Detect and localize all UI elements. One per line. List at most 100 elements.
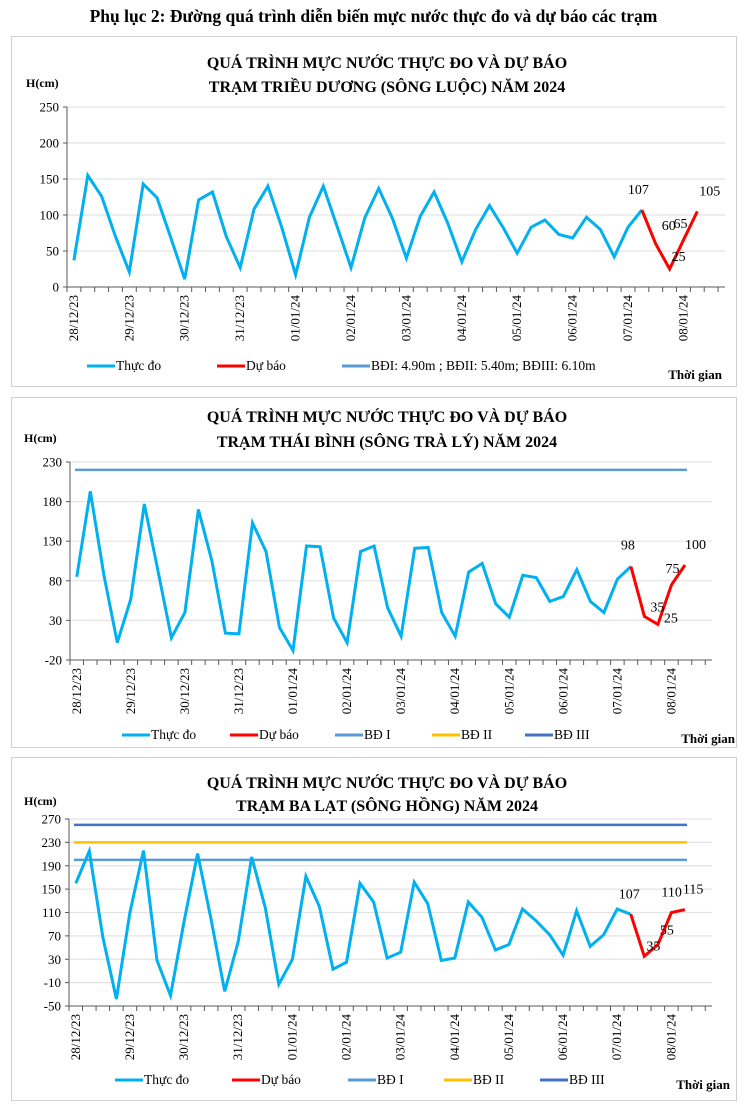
legend-label: BĐI: 4.90m ; BĐII: 5.40m; BĐIII: 6.10m [371,358,596,373]
chart-panel-ba-lat: QUÁ TRÌNH MỰC NƯỚC THỰC ĐO VÀ DỰ BÁO TRẠM… [11,757,737,1101]
y-tick-label: 50 [46,244,59,259]
x-tick-label: 30/12/23 [177,295,192,341]
data-label: 107 [628,183,649,198]
x-tick-label: 04/01/24 [454,295,469,342]
data-label: 35 [646,939,660,954]
y-tick-label: -10 [44,975,61,990]
x-tick-label: 06/01/24 [555,1014,570,1061]
data-label: 25 [664,611,678,626]
data-label: 107 [619,887,640,902]
data-label: 25 [672,250,686,265]
x-axis-title: Thời gian [668,367,723,382]
x-axis-title: Thời gian [681,731,736,746]
data-label: 60 [662,219,676,234]
data-label: 35 [650,600,664,615]
x-tick-label: 02/01/24 [339,1014,354,1061]
x-tick-label: 31/12/23 [231,668,246,714]
data-label: 65 [673,217,687,232]
legend-label: Dự báo [261,1072,301,1087]
y-axis-unit-label: H(cm) [26,76,59,90]
legend-label: Dự báo [246,358,286,373]
x-tick-label: 06/01/24 [555,668,570,715]
chart-svg: QUÁ TRÌNH MỰC NƯỚC THỰC ĐO VÀ DỰ BÁO TRẠM… [24,407,736,746]
chart-title-line: QUÁ TRÌNH MỰC NƯỚC THỰC ĐO VÀ DỰ BÁO [207,53,567,72]
data-label: 115 [683,883,703,898]
x-tick-label: 01/01/24 [288,295,303,342]
y-tick-label: 30 [48,952,61,967]
x-tick-label: 28/12/23 [66,295,81,341]
x-tick-label: 07/01/24 [609,668,624,715]
x-tick-label: 28/12/23 [69,668,84,714]
y-tick-label: 80 [49,573,62,588]
y-tick-label: 250 [40,100,60,115]
y-tick-label: 230 [43,455,63,470]
chart-title-line: TRẠM TRIỀU DƯƠNG (SÔNG LUỘC) NĂM 2024 [209,77,565,96]
legend-label: BĐ II [461,727,493,742]
data-label: 55 [660,924,674,939]
data-label: 110 [661,886,681,901]
y-tick-label: 270 [42,812,62,827]
x-tick-label: 04/01/24 [447,1014,462,1061]
y-tick-label: 0 [53,280,60,295]
x-axis-title: Thời gian [676,1077,731,1092]
x-tick-label: 03/01/24 [393,1014,408,1061]
y-tick-label: 30 [49,613,62,628]
y-tick-label: 110 [42,905,61,920]
x-tick-label: 08/01/24 [663,668,678,715]
data-label: 75 [665,562,679,577]
y-axis-unit-label: H(cm) [24,431,57,445]
data-label: 100 [685,538,706,553]
x-tick-label: 05/01/24 [509,295,524,342]
x-tick-label: 08/01/24 [663,1014,678,1061]
x-tick-label: 03/01/24 [398,295,413,342]
y-tick-label: 150 [40,172,60,187]
x-tick-label: 29/12/23 [123,668,138,714]
x-tick-label: 06/01/24 [565,295,580,342]
x-tick-label: 01/01/24 [285,668,300,715]
x-tick-label: 01/01/24 [284,1014,299,1061]
x-tick-label: 02/01/24 [343,295,358,342]
y-tick-label: 100 [40,208,60,223]
x-tick-label: 30/12/23 [176,1014,191,1060]
chart-svg: QUÁ TRÌNH MỰC NƯỚC THỰC ĐO VÀ DỰ BÁO TRẠM… [26,53,725,382]
x-tick-label: 03/01/24 [393,668,408,715]
chart-panel-thai-binh: QUÁ TRÌNH MỰC NƯỚC THỰC ĐO VÀ DỰ BÁO TRẠM… [11,397,737,748]
page-title: Phụ lục 2: Đường quá trình diễn biến mực… [89,6,658,26]
x-tick-label: 29/12/23 [122,1014,137,1060]
data-label: 98 [621,539,635,554]
x-tick-label: 02/01/24 [339,668,354,715]
x-tick-label: 29/12/23 [121,295,136,341]
legend-label: Thực đo [144,1072,189,1087]
series-line-observed [75,491,632,656]
chart-title-line: QUÁ TRÌNH MỰC NƯỚC THỰC ĐO VÀ DỰ BÁO [207,773,567,792]
chart-title-line: TRẠM BA LẠT (SÔNG HỒNG) NĂM 2024 [236,795,538,815]
y-tick-label: 70 [48,928,61,943]
x-tick-label: 07/01/24 [609,1014,624,1061]
x-tick-label: 31/12/23 [232,295,247,341]
y-tick-label: 190 [42,858,62,873]
legend-label: BĐ I [377,1072,404,1087]
x-tick-label: 08/01/24 [675,295,690,342]
series-line-observed [72,171,644,281]
chart-title-line: QUÁ TRÌNH MỰC NƯỚC THỰC ĐO VÀ DỰ BÁO [207,407,567,426]
y-tick-label: 150 [42,882,62,897]
series-line-observed [74,845,632,1002]
legend-label: BĐ III [554,727,590,742]
x-tick-label: 05/01/24 [501,1014,516,1061]
chart-title-line: TRẠM THÁI BÌNH (SÔNG TRÀ LÝ) NĂM 2024 [217,432,557,451]
x-tick-label: 28/12/23 [68,1014,83,1060]
legend-label: BĐ II [473,1072,505,1087]
y-tick-label: 180 [43,494,63,509]
data-label: 105 [699,184,720,199]
y-axis-unit-label: H(cm) [24,794,57,808]
x-tick-label: 04/01/24 [447,668,462,715]
legend-label: BĐ I [364,727,391,742]
x-tick-label: 30/12/23 [177,668,192,714]
chart-panel-trieu-duong: QUÁ TRÌNH MỰC NƯỚC THỰC ĐO VÀ DỰ BÁO TRẠM… [11,36,737,387]
y-tick-label: 230 [42,835,62,850]
chart-svg: QUÁ TRÌNH MỰC NƯỚC THỰC ĐO VÀ DỰ BÁO TRẠM… [24,773,731,1092]
legend-label: Thực đo [151,727,196,742]
legend-label: Dự báo [259,727,299,742]
y-tick-label: 130 [43,534,63,549]
y-tick-label: -50 [44,999,61,1014]
